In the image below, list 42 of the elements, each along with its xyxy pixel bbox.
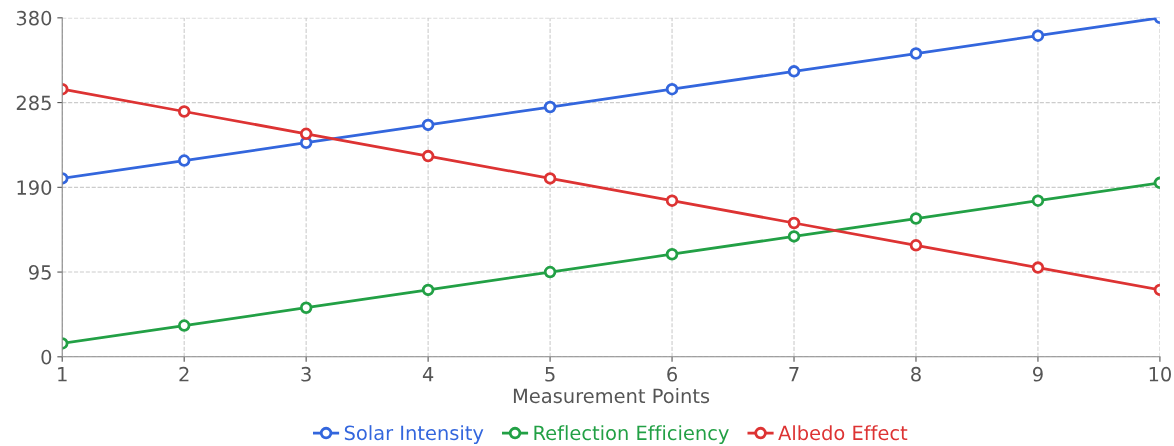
point [177,319,191,332]
x-tick-label: 10 [1149,366,1171,382]
point [787,65,801,78]
x-tick-label: 2 [179,366,189,382]
y-tick-label: 95 [28,265,51,280]
x-tick-label: 3 [301,366,311,382]
point [1031,29,1045,42]
x-tick-label: 8 [911,366,921,382]
x-axis-title: Measurement Points [513,388,710,404]
x-tick-label: 1 [58,367,67,382]
x-tick-label: 4 [422,367,434,382]
point [299,301,313,314]
x-tick-label: 7 [789,367,799,382]
point [543,172,557,185]
x-tick-label: 6 [667,366,678,382]
legend-label: Solar Intensity [344,425,484,444]
x-tick-label: 9 [1032,366,1043,382]
legend-label: Reflection Efficiency [534,425,729,444]
y-tick-label: 190 [17,180,52,195]
point [665,82,679,96]
point [177,105,191,118]
point [1031,194,1045,207]
point [543,265,557,279]
point [909,47,923,60]
point [665,247,679,261]
legend-label: Albedo Effect [778,425,908,441]
point [787,230,801,243]
point [177,154,191,167]
point [909,239,923,252]
point [299,127,313,141]
y-tick-label: 285 [16,95,51,111]
y-tick-label: 380 [16,10,52,26]
point [421,118,435,132]
point [1031,261,1045,274]
y-tick-label: 0 [41,349,52,365]
point [909,212,923,225]
x-tick-label: 5 [545,367,555,382]
point [787,216,801,230]
point [543,100,557,114]
point [421,283,435,297]
point [665,194,679,207]
point [421,149,435,163]
